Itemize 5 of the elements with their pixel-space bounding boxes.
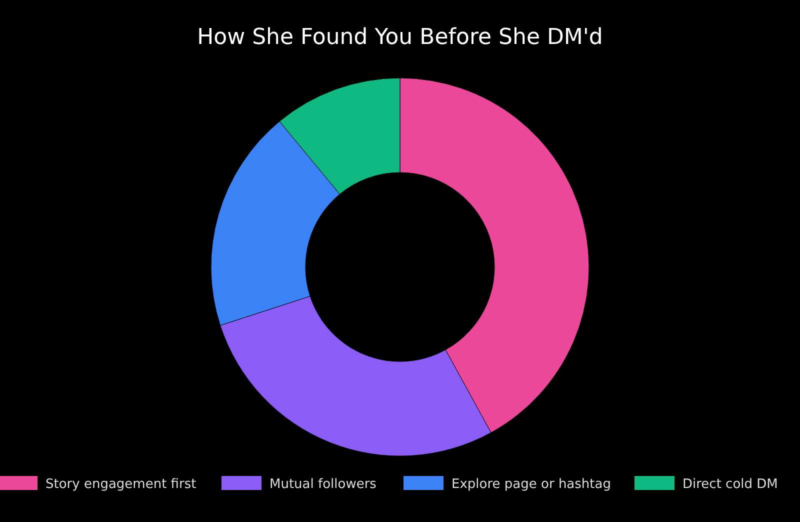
legend-label: Story engagement first xyxy=(46,477,196,492)
legend-label: Direct cold DM xyxy=(682,477,778,492)
chart-title: How She Found You Before She DM'd xyxy=(197,25,603,50)
legend-label: Mutual followers xyxy=(270,477,377,492)
legend-label: Explore page or hashtag xyxy=(452,477,611,492)
